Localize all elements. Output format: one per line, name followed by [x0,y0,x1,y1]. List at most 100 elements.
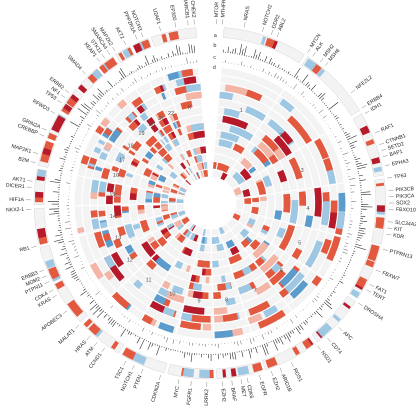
mutation-spike [361,194,371,195]
mutation-spike [349,141,357,144]
mutation-spike [343,249,348,251]
gene-tick [383,249,388,250]
mutation-spike [157,345,158,346]
gene-label: DROSHA [362,305,384,323]
gene-label: MALAT1 [58,328,77,346]
chromosome-label: 6 [280,268,283,274]
mutation-spike [357,237,361,238]
mutation-spike [127,318,128,319]
mutation-spike [360,221,367,222]
mutation-spike [300,81,301,82]
mutation-spike [81,120,83,121]
mutation-spike [284,335,286,339]
mutation-spike [131,71,132,73]
cnv-segment [193,131,205,139]
track-letter: d [213,65,216,71]
mutation-spike [342,153,348,155]
mutation-spike [70,170,73,171]
mutation-spike [162,67,163,70]
mutation-spike [303,96,304,97]
mutation-spike [333,115,334,116]
mutation-spike [117,93,119,95]
mutation-spike [176,45,178,55]
gene-label: APOBEC3 [40,313,63,333]
chromosome-label: 9 [197,298,200,304]
gene-label: BRAF [229,387,237,401]
gene-label: AKT2 [114,26,125,40]
gene-label: EZH2 [220,388,227,402]
cnv-segment [215,330,234,338]
mutation-spike [145,62,147,66]
mutation-spike [156,345,159,355]
mutation-spike [330,278,334,280]
cnv-segment [260,196,267,201]
chromosome-label: 21 [158,116,164,122]
mutation-spike [108,317,111,321]
gene-tick [52,295,56,298]
mutation-spike [303,322,306,325]
mutation-spike [104,314,108,318]
gene-tick [124,361,126,365]
cnv-segment [101,168,110,180]
mutation-spike [121,78,122,80]
gene-tick [351,90,355,93]
mutation-spike [104,108,105,109]
mutation-spike [282,336,283,337]
gene-label: NRAS [243,5,252,21]
gene-label: MAP2K1 [11,144,32,155]
mutation-spike [333,291,336,293]
mutation-spike [345,163,349,164]
mutation-spike [66,183,70,184]
gene-tick [291,362,293,366]
gene-label: MTHFR [220,0,227,18]
mutation-spike [337,121,338,122]
mutation-spike [334,269,335,270]
gene-tick [277,32,279,37]
mutation-spike [273,340,278,350]
mutation-spike [121,328,126,336]
gene-tick [383,155,388,156]
mutation-spike [65,152,68,153]
mutation-spike [87,293,88,294]
mutation-spike [316,311,323,318]
mutation-spike [283,80,285,83]
mutation-spike [321,306,323,308]
mutation-spike [118,82,119,83]
gene-tick [362,105,366,108]
gene-label: MTOR [214,2,221,18]
mutation-spike [137,337,140,343]
mutation-spike [361,192,371,193]
chromosome-label: 17 [119,158,125,164]
mutation-spike [334,289,335,290]
mutation-spike [340,148,342,149]
gene-tick [365,111,369,114]
gene-tick [51,111,55,114]
mutation-spike [120,80,121,81]
sample-ring [177,170,244,236]
mutation-spike [136,70,137,71]
cnv-segment [214,307,228,315]
mutation-spike [107,102,109,104]
cnv-segment [137,205,144,210]
mutation-spike [323,116,327,119]
chromosome-label: 19 [138,131,144,137]
mutation-spike [237,341,238,346]
mutation-spike [357,167,366,169]
mutation-spike [233,49,234,54]
mutation-spike [99,93,103,97]
mutation-spike [313,91,314,92]
mutation-spike [311,85,316,91]
gene-tick [188,20,189,25]
cnv-segment [203,324,211,331]
mutation-spike [347,136,356,140]
gene-label: RB1 [19,245,30,253]
chromosome-label: 5 [298,241,301,247]
mutation-spike [335,136,337,137]
mutation-spike [312,314,313,315]
chromosome-label: 8 [225,298,228,304]
mutation-spike [331,293,332,294]
cnv-segment [305,215,314,227]
mutation-spike [309,88,310,89]
mutation-spike [359,230,365,231]
